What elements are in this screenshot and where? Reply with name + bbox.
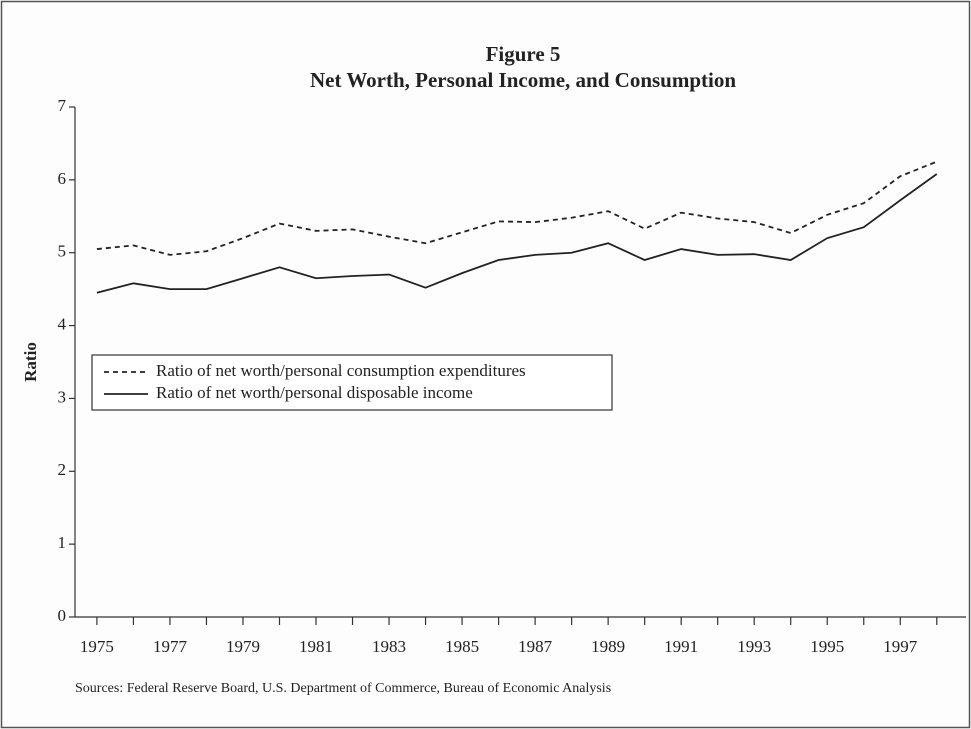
x-tick-label: 1995 xyxy=(810,637,844,656)
y-tick-label: 7 xyxy=(58,96,67,115)
chart-title: Figure 5 xyxy=(486,42,561,66)
y-tick-label: 4 xyxy=(58,314,67,333)
legend-label: Ratio of net worth/personal disposable i… xyxy=(156,383,473,402)
y-tick-label: 6 xyxy=(58,169,67,188)
legend-label: Ratio of net worth/personal consumption … xyxy=(156,361,526,380)
legend-box xyxy=(91,354,613,411)
x-tick-label: 1997 xyxy=(883,637,918,656)
y-tick-label: 0 xyxy=(58,606,67,625)
x-tick-label: 1987 xyxy=(518,637,553,656)
y-tick-label: 5 xyxy=(58,242,67,261)
series-line xyxy=(96,173,938,294)
source-note: Sources: Federal Reserve Board, U.S. Dep… xyxy=(75,681,611,696)
x-tick-label: 1993 xyxy=(737,637,771,656)
x-tick-label: 1983 xyxy=(372,637,406,656)
x-tick-label: 1991 xyxy=(664,637,698,656)
chart-subtitle: Net Worth, Personal Income, and Consumpt… xyxy=(310,68,736,92)
y-tick-label: 2 xyxy=(58,460,67,479)
x-tick-label: 1975 xyxy=(80,637,114,656)
x-tick-label: 1981 xyxy=(299,637,333,656)
series-line xyxy=(96,160,938,256)
y-axis-label: Ratio xyxy=(21,342,40,382)
y-tick-label: 1 xyxy=(58,533,67,552)
y-tick-label: 3 xyxy=(58,387,67,406)
x-tick-label: 1979 xyxy=(226,637,260,656)
x-tick-label: 1977 xyxy=(153,637,188,656)
x-tick-label: 1985 xyxy=(445,637,479,656)
x-tick-label: 1989 xyxy=(591,637,625,656)
